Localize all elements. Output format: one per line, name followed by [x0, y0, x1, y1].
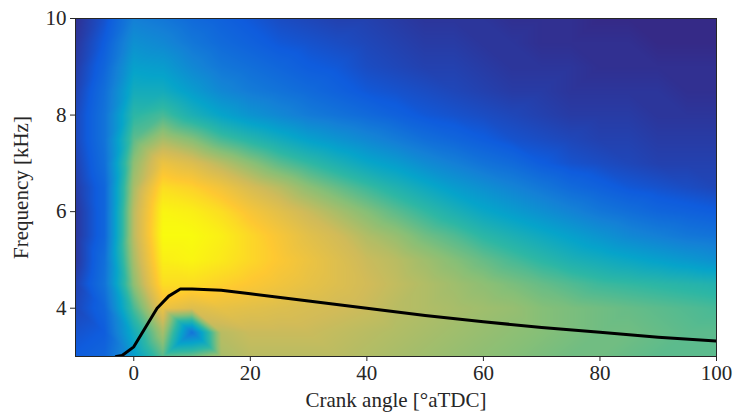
- svg-text:100: 100: [701, 361, 733, 385]
- svg-text:Frequency [kHz]: Frequency [kHz]: [9, 116, 33, 259]
- svg-text:6: 6: [56, 199, 67, 223]
- svg-text:80: 80: [589, 361, 610, 385]
- svg-text:0: 0: [129, 361, 140, 385]
- svg-text:40: 40: [356, 361, 377, 385]
- svg-text:60: 60: [473, 361, 494, 385]
- svg-text:8: 8: [56, 103, 67, 127]
- svg-text:4: 4: [56, 296, 67, 320]
- svg-text:20: 20: [240, 361, 261, 385]
- svg-text:Crank angle [°aTDC]: Crank angle [°aTDC]: [305, 388, 486, 412]
- svg-text:10: 10: [46, 6, 67, 30]
